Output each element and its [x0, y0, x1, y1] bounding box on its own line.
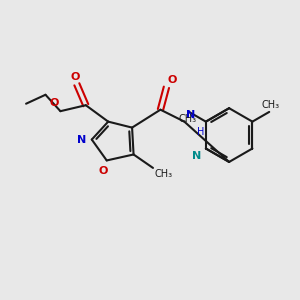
Text: O: O — [50, 98, 59, 108]
Text: O: O — [71, 72, 80, 82]
Text: N: N — [186, 110, 195, 120]
Text: H: H — [197, 127, 204, 137]
Text: O: O — [98, 166, 108, 176]
Text: CH₃: CH₃ — [179, 114, 197, 124]
Text: N: N — [192, 152, 201, 161]
Text: O: O — [168, 75, 177, 85]
Text: N: N — [77, 134, 86, 145]
Text: CH₃: CH₃ — [261, 100, 280, 110]
Text: CH₃: CH₃ — [154, 169, 172, 179]
